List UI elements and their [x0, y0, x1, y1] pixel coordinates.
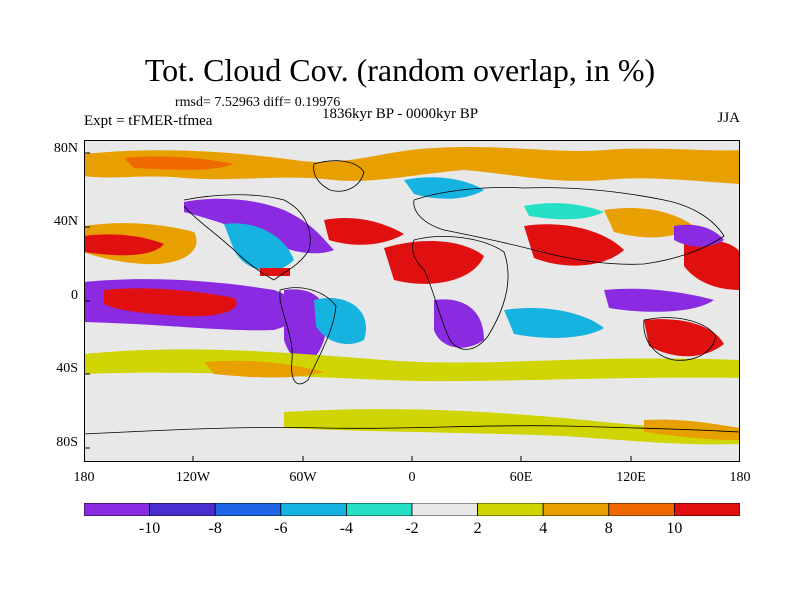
colorbar-swatch — [84, 503, 150, 516]
tropical-atlantic-red — [324, 217, 404, 245]
lat-label-40n: 40N — [53, 214, 78, 229]
colorbar-swatch — [608, 503, 675, 516]
anomaly-fields — [84, 147, 740, 445]
australia-red — [644, 319, 724, 357]
stats-text: rmsd= 7.52963 diff= 0.19976 — [175, 95, 341, 110]
south-america-cyan — [314, 297, 366, 345]
lon-label-120w: 120W — [175, 470, 211, 485]
season-label: JJA — [717, 110, 740, 126]
indonesia-purple — [604, 288, 714, 312]
lat-label-0: 0 — [71, 288, 78, 303]
lon-label-60w: 60W — [289, 470, 317, 485]
colorbar-label: 8 — [604, 520, 613, 537]
lon-label-60e: 60E — [509, 470, 533, 485]
colorbar-label: -10 — [138, 520, 161, 537]
north-pacific-red — [84, 234, 164, 256]
axis-ticks — [84, 152, 632, 462]
north-america-cyan — [224, 223, 294, 271]
colorbar-swatch — [149, 503, 216, 516]
antarctic-yellow — [284, 409, 740, 445]
north-america-purple — [184, 198, 334, 254]
colorbar — [84, 503, 740, 516]
west-pacific-purple — [674, 224, 724, 247]
colorbar-label: 4 — [539, 520, 548, 537]
colorbar-label: -4 — [339, 520, 354, 537]
coast-greenland — [313, 160, 365, 192]
coast-australia — [643, 317, 717, 361]
equatorial-pacific-red — [104, 288, 237, 317]
colorbar-swatch — [214, 503, 282, 516]
colorbar-swatch — [674, 503, 740, 516]
colorbar-swatch — [542, 503, 610, 516]
plot-title: Tot. Cloud Cov. (random overlap, in %) — [144, 52, 656, 88]
north-atlantic-cyan — [404, 177, 484, 199]
lon-label-0: 0 — [408, 470, 416, 485]
coast-eurasia — [413, 187, 725, 265]
north-europe-cyan — [524, 203, 604, 220]
cloud-cover-map — [84, 140, 740, 462]
southern-africa-purple — [434, 299, 484, 348]
colorbar-label: -2 — [405, 520, 419, 537]
experiment-label: Expt = tFMER-tfmea — [84, 113, 213, 129]
southern-ocean-orange — [204, 360, 324, 378]
arctic-warm-band — [84, 147, 740, 184]
coast-africa — [412, 236, 509, 350]
period-label: 1836kyr BP - 0000kyr BP — [322, 106, 479, 122]
coast-antarctica — [84, 425, 740, 435]
colorbar-label: -6 — [274, 520, 288, 537]
lon-label-180e: 180 — [729, 470, 751, 485]
indian-ocean-cyan — [504, 308, 604, 338]
lat-label-80n: 80N — [53, 141, 78, 156]
lon-label-120e: 120E — [616, 470, 646, 485]
lat-label-80s: 80S — [56, 435, 78, 450]
east-asia-orange — [604, 207, 694, 238]
colorbar-swatch — [477, 503, 544, 516]
south-asia-red — [524, 224, 624, 266]
colorbar-label: 10 — [666, 520, 683, 537]
west-pacific-red — [684, 238, 740, 290]
lon-label-180w: 180 — [73, 470, 95, 485]
lat-label-40s: 40S — [56, 361, 78, 376]
colorbar-label: -8 — [208, 520, 222, 537]
colorbar-swatch — [411, 503, 478, 516]
colorbar-label: 2 — [473, 520, 482, 537]
coastlines — [84, 160, 740, 435]
coast-south-america — [279, 287, 337, 385]
arctic-red-patch — [124, 156, 234, 170]
north-africa-red — [384, 241, 484, 284]
colorbar-swatch — [280, 503, 347, 516]
coast-north-america — [183, 194, 311, 281]
colorbar-swatch — [345, 503, 413, 516]
